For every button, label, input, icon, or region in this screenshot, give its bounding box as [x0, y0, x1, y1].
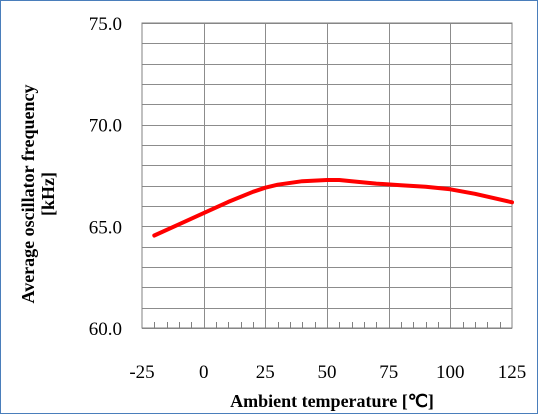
grid: [142, 23, 512, 329]
y-tick-label: 60.0: [89, 319, 122, 340]
y-axis-title-line2: [kHz]: [38, 172, 58, 216]
data-series-line: [152, 178, 514, 238]
y-axis-title: Average oscillator frequency [kHz]: [18, 85, 58, 304]
minor-ticks: [154, 322, 501, 328]
x-tick-label: 0: [199, 362, 209, 383]
y-tick-labels: 60.0 65.0 70.0 75.0: [89, 14, 122, 340]
x-tick-label: 25: [256, 362, 275, 383]
series-layer: [152, 178, 514, 238]
y-axis-title-line1: Average oscillator frequency: [18, 85, 38, 304]
x-tick-label: 125: [498, 362, 527, 383]
x-tick-label: -25: [129, 362, 154, 383]
x-tick-label: 50: [318, 362, 337, 383]
x-axis-title: Ambient temperature [℃]: [230, 391, 434, 411]
x-tick-label: 75: [379, 362, 398, 383]
y-tick-label: 65.0: [89, 217, 122, 238]
y-tick-label: 75.0: [89, 14, 122, 35]
plot-area: [141, 22, 513, 329]
y-tick-label: 70.0: [89, 116, 122, 137]
x-tick-labels: -25 0 25 50 75 100 125: [129, 362, 526, 383]
x-tick-label: 100: [436, 362, 465, 383]
